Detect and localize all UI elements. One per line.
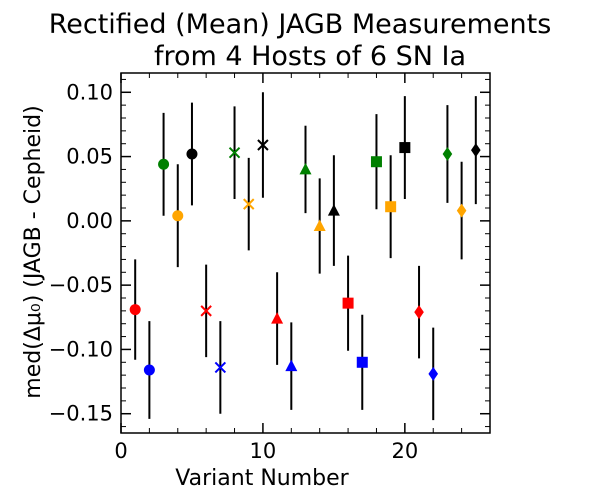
green-circle-marker: [158, 158, 170, 170]
green-triangle-marker: [299, 162, 312, 175]
chart-title-line-2: from 4 Hosts of 6 SN Ia: [154, 41, 466, 72]
blue-triangle-marker: [285, 359, 298, 372]
chart-title-line-1: Rectified (Mean) JAGB Measurements: [49, 9, 552, 40]
y-tick-label: 0.00: [66, 209, 113, 233]
green-x-marker: [228, 147, 241, 159]
red-square-marker: [342, 297, 354, 309]
red-diamond-marker: [414, 305, 424, 320]
orange-triangle-marker: [313, 219, 326, 231]
red-x-marker: [200, 305, 212, 317]
blue-x-marker: [214, 361, 227, 374]
blue-diamond-marker: [428, 366, 439, 381]
blue-square-marker: [356, 356, 368, 368]
x-tick-label: 20: [391, 439, 418, 463]
black-diamond-marker: [471, 143, 481, 158]
y-tick-label: −0.10: [49, 337, 113, 361]
black-square-marker: [399, 142, 411, 154]
plot-frame: [120, 72, 491, 434]
y-axis-label: med(Δμ₀) (JAGB - Cepheid): [21, 105, 46, 398]
blue-circle-marker: [143, 364, 155, 376]
y-tick-label: 0.05: [66, 145, 113, 169]
black-circle-marker: [186, 148, 198, 160]
x-axis-label: Variant Number: [175, 466, 349, 491]
black-triangle-marker: [327, 204, 340, 216]
x-tick-label: 10: [250, 439, 277, 463]
y-tick-label: −0.05: [49, 273, 113, 297]
orange-circle-marker: [172, 210, 184, 222]
green-diamond-marker: [442, 147, 453, 161]
error-bars: [134, 92, 477, 421]
axes: 0 10 20 0.10 0.05 0.00 −0.05 −0.10 −0.15: [49, 73, 490, 463]
black-x-marker: [257, 139, 269, 151]
data-markers: [129, 139, 481, 381]
orange-diamond-marker: [456, 203, 467, 218]
red-circle-marker: [129, 304, 141, 316]
x-tick-label: 0: [114, 439, 127, 463]
red-triangle-marker: [271, 312, 284, 324]
green-square-marker: [370, 156, 382, 168]
orange-x-marker: [243, 198, 255, 210]
y-tick-label: 0.10: [66, 80, 113, 104]
orange-square-marker: [385, 201, 397, 213]
y-tick-label: −0.15: [49, 402, 113, 426]
